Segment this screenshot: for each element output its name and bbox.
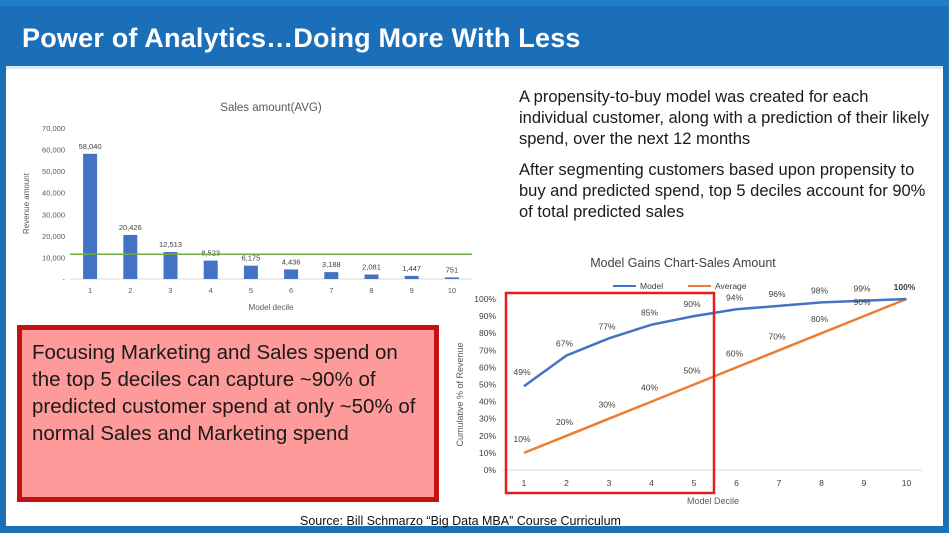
bar-decile-4: [203, 260, 218, 279]
sales-amount-bar-chart: Sales amount(AVG) - 10,000 20,000 30,000 40,0…: [22, 102, 472, 312]
bar-x-tick-label: 8: [369, 286, 373, 295]
gains-y-tick-label: 90%: [479, 311, 496, 321]
bar-x-tick-label: 10: [448, 286, 456, 295]
gains-y-tick-label: 10%: [479, 448, 496, 458]
legend-model-label: Model: [640, 281, 663, 291]
bar-y-tick-label: -: [63, 275, 66, 284]
bar-y-tick-label: 30,000: [42, 210, 65, 219]
average-data-label: 90%: [853, 297, 870, 307]
bar-decile-10: [444, 277, 459, 279]
model-data-label: 96%: [768, 289, 785, 299]
slide-title: Power of Analytics…Doing More With Less: [22, 23, 581, 53]
average-data-label: 20%: [556, 417, 573, 427]
top-deciles-highlight-box: [504, 291, 716, 495]
bar-data-label: 20,426: [119, 223, 142, 232]
gains-x-tick-label: 7: [777, 478, 782, 488]
model-data-label: 94%: [726, 292, 743, 302]
gains-y-tick-label: 60%: [479, 362, 496, 372]
source-note: Source: Bill Schmarzo “Big Data MBA” Cou…: [300, 514, 621, 528]
bar-x-tick-label: 9: [410, 286, 414, 295]
average-data-label: 80%: [811, 314, 828, 324]
bar-data-label: 3,188: [322, 260, 341, 269]
model-data-label: 49%: [513, 367, 530, 377]
bar-data-label: 6,175: [242, 254, 261, 263]
bar-decile-8: [364, 274, 379, 279]
bar-x-tick-label: 4: [209, 286, 213, 295]
model-data-label: 67%: [556, 338, 573, 348]
gains-x-tick-label: 8: [819, 478, 824, 488]
bar-x-tick-label: 2: [128, 286, 132, 295]
average-data-label: 60%: [726, 348, 743, 358]
gains-x-axis-label: Model Decile: [687, 496, 739, 506]
bar-y-tick-label: 40,000: [42, 189, 65, 198]
gains-x-tick-label: 4: [649, 478, 654, 488]
gains-x-tick-label: 2: [564, 478, 569, 488]
gains-y-axis-label: Cumulative % of Revenue: [455, 342, 465, 446]
gains-x-tick-label: 3: [607, 478, 612, 488]
gains-y-tick-label: 100%: [474, 294, 496, 304]
model-description-paragraph: A propensity-to-buy model was created fo…: [519, 88, 929, 148]
model-data-label: 77%: [598, 321, 615, 331]
bar-decile-2: [123, 234, 138, 279]
gains-chart-title: Model Gains Chart-Sales Amount: [590, 256, 776, 270]
bar-x-tick-label: 5: [249, 286, 253, 295]
legend-average-label: Average: [715, 281, 747, 291]
bar-decile-9: [404, 275, 419, 279]
average-data-label: 50%: [683, 366, 700, 376]
bar-decile-1: [83, 153, 98, 279]
model-data-label: 98%: [811, 285, 828, 295]
average-data-label: 30%: [598, 400, 615, 410]
gains-y-tick-label: 30%: [479, 414, 496, 424]
bar-decile-3: [163, 252, 178, 279]
title-bar: [0, 0, 949, 69]
description-text: A propensity-to-buy model was created fo…: [519, 87, 939, 233]
gains-y-tick-label: 20%: [479, 431, 496, 441]
bar-x-tick-label: 7: [329, 286, 333, 295]
model-data-label: 99%: [853, 284, 870, 294]
gains-y-tick-label: 80%: [479, 328, 496, 338]
gains-y-tick-label: 40%: [479, 397, 496, 407]
bar-data-label: 12,513: [159, 240, 182, 249]
callout-text: Focusing Marketing and Sales spend on th…: [32, 341, 416, 445]
bar-data-label: 751: [446, 265, 459, 274]
bar-data-label: 58,040: [79, 142, 102, 151]
model-data-label: 100%: [894, 282, 916, 292]
bar-y-tick-label: 70,000: [42, 124, 65, 133]
bar-decile-7: [324, 272, 339, 279]
segmentation-paragraph: After segmenting customers based upon pr…: [519, 161, 926, 221]
gains-x-tick-label: 6: [734, 478, 739, 488]
title-underline: [6, 66, 943, 69]
bar-data-label: 4,436: [282, 257, 301, 266]
bar-decile-6: [284, 269, 299, 279]
model-data-label: 90%: [683, 299, 700, 309]
bar-decile-5: [243, 265, 258, 279]
bar-x-tick-label: 6: [289, 286, 293, 295]
gains-y-tick-label: 50%: [479, 380, 496, 390]
gains-x-tick-label: 10: [902, 478, 912, 488]
model-data-label: 85%: [641, 308, 658, 318]
gains-y-tick-label: 70%: [479, 345, 496, 355]
average-data-label: 70%: [768, 331, 785, 341]
callout-box: Focusing Marketing and Sales spend on th…: [17, 325, 439, 502]
gains-x-tick-label: 9: [862, 478, 867, 488]
gains-x-tick-label: 5: [692, 478, 697, 488]
model-gains-line-chart: Model Gains Chart-Sales Amount Model Avera…: [455, 256, 922, 506]
bar-y-tick-label: 10,000: [42, 253, 65, 262]
bar-y-tick-label: 20,000: [42, 232, 65, 241]
average-data-label: 10%: [513, 434, 530, 444]
bar-data-label: 8,523: [201, 249, 220, 258]
bar-data-label: 2,081: [362, 263, 381, 272]
bar-x-axis-label: Model decile: [249, 303, 294, 312]
gains-y-tick-label: 0%: [484, 465, 497, 475]
bar-y-axis-label: Revenue amount: [22, 172, 31, 234]
bar-x-tick-label: 3: [168, 286, 172, 295]
bar-y-tick-label: 60,000: [42, 146, 65, 155]
bar-chart-title: Sales amount(AVG): [220, 102, 322, 114]
bar-y-tick-label: 50,000: [42, 167, 65, 176]
average-data-label: 40%: [641, 383, 658, 393]
bar-x-tick-label: 1: [88, 286, 92, 295]
gains-x-tick-label: 1: [522, 478, 527, 488]
bar-data-label: 1,447: [402, 264, 421, 273]
